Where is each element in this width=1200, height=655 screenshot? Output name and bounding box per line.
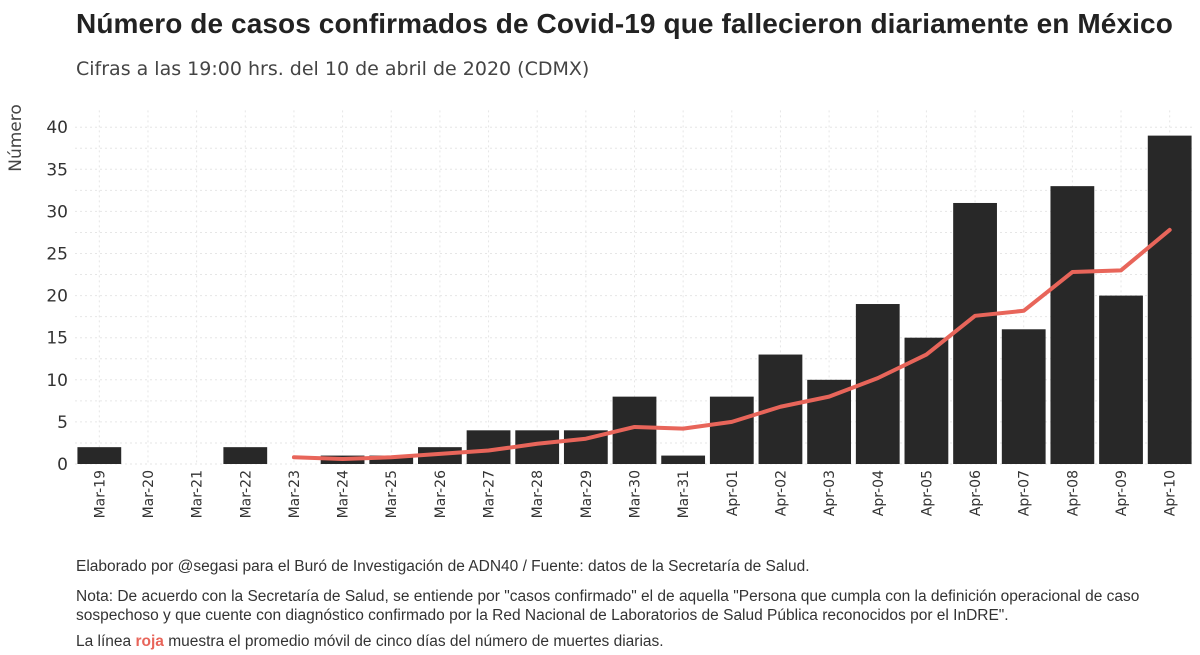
- footer-line-post: muestra el promedio móvil de cinco días …: [163, 633, 664, 650]
- bar: [77, 447, 122, 464]
- grid-lines: [75, 110, 1194, 465]
- x-tick-label: Apr-07: [1017, 470, 1033, 516]
- x-tick-label: Mar-28: [530, 470, 546, 518]
- y-tick-label: 30: [46, 202, 68, 222]
- footer-line-pre: La línea: [76, 633, 136, 650]
- bar: [223, 447, 268, 464]
- bar-series: [77, 135, 1192, 465]
- x-tick-label: Apr-01: [725, 470, 741, 516]
- x-tick-label: Apr-10: [1163, 470, 1179, 516]
- chart-area: 0 5 10 15 20 25 30 35 40 Mar-19 Mar-20 Mar-21 Mar-2…: [6, 104, 1194, 518]
- y-tick-label: 5: [57, 413, 68, 433]
- x-tick-label: Mar-31: [676, 470, 692, 518]
- x-tick-label: Mar-23: [287, 470, 303, 518]
- x-tick-label: Apr-02: [773, 470, 789, 516]
- y-tick-label: 20: [46, 287, 68, 307]
- x-tick-label: Mar-30: [628, 470, 644, 518]
- x-axis-ticks: Mar-19 Mar-20 Mar-21 Mar-22 Mar-23 Mar-24 Mar-…: [92, 470, 1178, 518]
- chart-title: Número de casos confirmados de Covid-19 …: [76, 8, 1173, 39]
- x-tick-label: Mar-22: [238, 470, 254, 518]
- x-tick-label: Apr-08: [1065, 470, 1081, 516]
- bar: [709, 396, 754, 464]
- bar: [953, 202, 997, 465]
- y-tick-label: 10: [46, 371, 68, 391]
- y-axis-ticks: 0 5 10 15 20 25 30 35 40: [46, 118, 68, 475]
- bar: [661, 455, 706, 464]
- footer-note: Nota: De acuerdo con la Secretaría de Sa…: [76, 588, 1140, 624]
- bar: [369, 455, 414, 464]
- bar: [807, 379, 852, 464]
- y-axis-label: Número: [6, 104, 26, 172]
- x-tick-label: Mar-25: [384, 470, 400, 518]
- footer-line-red: roja: [135, 633, 164, 650]
- y-tick-label: 25: [46, 245, 68, 265]
- chart-subtitle: Cifras a las 19:00 hrs. del 10 de abril …: [76, 58, 590, 80]
- x-tick-label: Apr-09: [1114, 470, 1130, 516]
- x-tick-label: Apr-03: [822, 470, 838, 516]
- x-tick-label: Mar-20: [141, 470, 157, 518]
- bar: [758, 354, 803, 464]
- x-tick-label: Mar-19: [92, 470, 108, 518]
- y-tick-label: 15: [46, 329, 68, 349]
- moving-average-polyline: [291, 227, 1172, 461]
- x-tick-label: Mar-29: [579, 470, 595, 518]
- x-tick-label: Apr-06: [968, 470, 984, 516]
- footer-credit: Elaborado por @segasi para el Buró de In…: [76, 558, 810, 575]
- bar: [1147, 135, 1192, 464]
- x-tick-label: Mar-26: [433, 470, 449, 518]
- bar: [1001, 329, 1046, 464]
- bar: [904, 337, 949, 464]
- y-tick-label: 35: [46, 160, 68, 180]
- x-tick-label: Apr-05: [919, 470, 935, 516]
- x-tick-label: Apr-04: [871, 470, 887, 516]
- bar: [1050, 186, 1095, 464]
- y-tick-label: 40: [46, 118, 68, 138]
- footer-line-explanation: La línea roja muestra el promedio móvil …: [76, 632, 1176, 651]
- y-tick-label: 0: [57, 455, 68, 475]
- x-tick-label: Mar-27: [482, 470, 498, 518]
- moving-average-line: [291, 227, 1172, 461]
- bar: [1099, 295, 1143, 464]
- x-tick-label: Mar-21: [190, 470, 206, 518]
- x-tick-label: Mar-24: [336, 470, 352, 518]
